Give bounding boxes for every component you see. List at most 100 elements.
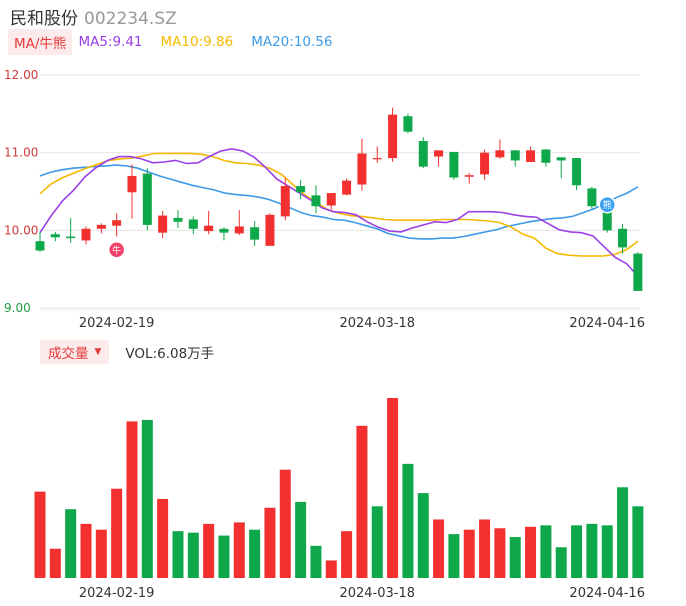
volume-bar <box>187 532 199 578</box>
volume-bar <box>233 522 245 578</box>
stock-code: 002234.SZ <box>84 9 177 29</box>
y-tick-label: 9.00 <box>4 301 31 315</box>
volume-bar <box>525 526 537 578</box>
volume-bar <box>433 519 445 578</box>
volume-indicator-tab[interactable]: 成交量 ▼ <box>40 340 110 364</box>
bull-marker-icon-label: 牛 <box>112 244 121 256</box>
volume-bar <box>111 488 123 578</box>
candle-body <box>173 217 183 222</box>
price-x-tick-label: 2024-02-19 <box>79 316 155 331</box>
volume-bar <box>157 498 169 578</box>
volume-bar <box>341 531 353 578</box>
volume-bar <box>509 537 521 578</box>
volume-bar <box>555 547 567 578</box>
volume-tab-label: 成交量 <box>48 346 89 362</box>
candle-body <box>372 158 382 160</box>
candle-body <box>250 227 260 240</box>
price-x-tick-label: 2024-04-16 <box>569 316 645 331</box>
volume-legend: 成交量 ▼ VOL:6.08万手 <box>40 340 215 364</box>
volume-x-tick-label: 2024-02-19 <box>79 586 155 601</box>
ma10-legend: MA10:9.86 <box>160 34 234 50</box>
candle-body <box>142 173 152 225</box>
ma-legend: MA/牛熊 MA5:9.41 MA10:9.86 MA20:10.56 <box>8 29 350 55</box>
candle-body <box>510 150 520 161</box>
candle-body <box>280 186 290 217</box>
ma10-line <box>39 152 639 257</box>
y-tick-label: 10.00 <box>4 223 38 237</box>
volume-bar <box>601 525 613 578</box>
candle-body <box>357 153 367 185</box>
candle-body <box>188 219 198 229</box>
volume-bar <box>448 534 460 578</box>
candle-body <box>66 236 76 239</box>
ma5-line <box>39 147 639 277</box>
candle-body <box>342 180 352 195</box>
candle-body <box>158 215 168 233</box>
volume-bar <box>95 529 107 578</box>
candle-body <box>81 228 91 241</box>
volume-value: VOL:6.08万手 <box>125 346 215 362</box>
y-tick-label: 11.00 <box>4 146 38 160</box>
bear-marker-icon-label: 熊 <box>603 199 612 211</box>
candle-body <box>618 228 628 248</box>
volume-bar <box>172 531 184 578</box>
bear-marker-icon <box>598 195 616 214</box>
volume-bar <box>310 545 322 578</box>
y-tick-label: 12.00 <box>4 68 38 82</box>
volume-bar <box>463 529 475 578</box>
volume-bar <box>279 469 291 578</box>
ma20-line <box>39 164 639 240</box>
candle-body <box>127 175 137 193</box>
volume-bar <box>617 487 629 578</box>
volume-bar <box>387 398 399 578</box>
stock-name: 民和股份 <box>10 9 78 29</box>
candle-body <box>587 188 597 207</box>
volume-bar <box>141 419 153 578</box>
candle-body <box>526 150 536 162</box>
candle-body <box>234 226 244 234</box>
candle-body <box>480 152 490 175</box>
candle-body <box>602 206 612 231</box>
volume-bar <box>325 560 337 578</box>
candle-body <box>326 193 336 206</box>
bull-marker-icon <box>107 241 126 259</box>
candle-body <box>96 224 106 229</box>
candle-body <box>434 150 444 157</box>
ma-indicator-tab[interactable]: MA/牛熊 <box>8 29 73 55</box>
volume-bar <box>34 491 46 578</box>
candle-body <box>204 225 214 232</box>
volume-bar <box>126 421 138 578</box>
candle-body <box>35 241 45 251</box>
volume-bar <box>264 507 276 578</box>
volume-bar <box>479 519 491 578</box>
ma20-legend: MA20:10.56 <box>251 34 333 50</box>
volume-bar <box>494 528 506 578</box>
candle-body <box>418 141 428 167</box>
candle-body <box>219 228 229 233</box>
volume-bar <box>203 523 215 578</box>
candle-body <box>265 214 275 246</box>
candle-body <box>464 175 474 177</box>
volume-bar <box>586 523 598 578</box>
volume-bar <box>65 509 77 578</box>
volume-bar <box>80 523 92 578</box>
candle-body <box>112 220 122 226</box>
stock-title: 民和股份 002234.SZ <box>10 4 177 29</box>
candle-body <box>311 195 321 207</box>
volume-bar <box>371 506 383 578</box>
volume-bar <box>632 506 644 578</box>
candle-body <box>495 150 505 158</box>
volume-bar <box>402 463 414 578</box>
candle-body <box>50 234 60 238</box>
caret-down-icon: ▼ <box>94 347 102 357</box>
volume-bar <box>49 548 61 578</box>
volume-bar <box>356 425 368 578</box>
volume-bar <box>249 529 261 578</box>
volume-bar <box>417 493 429 578</box>
candle-body <box>388 114 398 159</box>
candle-body <box>572 158 582 186</box>
ma5-legend: MA5:9.41 <box>78 34 143 50</box>
volume-bar <box>571 525 583 578</box>
price-x-tick-label: 2024-03-18 <box>339 316 415 331</box>
